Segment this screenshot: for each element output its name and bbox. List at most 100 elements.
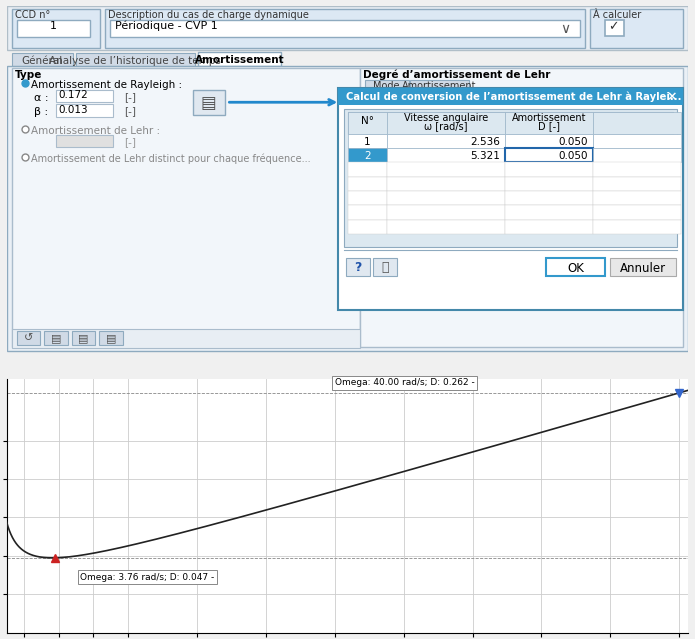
FancyBboxPatch shape bbox=[505, 177, 593, 191]
Text: Amortissement: Amortissement bbox=[512, 113, 586, 123]
FancyBboxPatch shape bbox=[17, 331, 40, 346]
FancyBboxPatch shape bbox=[387, 112, 505, 134]
FancyBboxPatch shape bbox=[360, 68, 683, 347]
FancyBboxPatch shape bbox=[387, 134, 505, 148]
Text: Vitesse angulaire: Vitesse angulaire bbox=[404, 113, 488, 123]
FancyBboxPatch shape bbox=[387, 205, 505, 220]
Text: ω [rad/s]: ω [rad/s] bbox=[424, 121, 468, 131]
Text: ?: ? bbox=[354, 261, 361, 273]
Text: 0.013: 0.013 bbox=[58, 105, 88, 114]
FancyBboxPatch shape bbox=[344, 109, 677, 247]
FancyBboxPatch shape bbox=[605, 20, 624, 36]
Text: ∨: ∨ bbox=[560, 22, 571, 36]
FancyBboxPatch shape bbox=[610, 258, 676, 276]
Text: Amortissement: Amortissement bbox=[402, 81, 476, 91]
FancyBboxPatch shape bbox=[12, 9, 100, 49]
Text: CCD n°: CCD n° bbox=[15, 10, 50, 20]
Text: 0.050: 0.050 bbox=[559, 137, 588, 147]
FancyBboxPatch shape bbox=[593, 148, 681, 162]
FancyBboxPatch shape bbox=[348, 177, 387, 191]
FancyBboxPatch shape bbox=[338, 88, 683, 310]
FancyBboxPatch shape bbox=[348, 112, 673, 134]
FancyBboxPatch shape bbox=[348, 191, 387, 205]
FancyBboxPatch shape bbox=[593, 191, 681, 205]
Text: Omega: 40.00 rad/s; D: 0.262 -: Omega: 40.00 rad/s; D: 0.262 - bbox=[334, 378, 474, 387]
FancyBboxPatch shape bbox=[410, 80, 468, 91]
FancyBboxPatch shape bbox=[387, 148, 505, 162]
Text: À calculer: À calculer bbox=[593, 10, 641, 20]
Text: OK: OK bbox=[567, 261, 584, 275]
Text: [-]: [-] bbox=[124, 137, 136, 147]
Text: 2: 2 bbox=[364, 151, 371, 162]
FancyBboxPatch shape bbox=[193, 89, 224, 115]
FancyBboxPatch shape bbox=[17, 20, 90, 37]
FancyBboxPatch shape bbox=[593, 177, 681, 191]
FancyBboxPatch shape bbox=[99, 331, 122, 346]
Text: 2.536: 2.536 bbox=[470, 137, 500, 147]
FancyBboxPatch shape bbox=[7, 6, 688, 50]
Text: 1: 1 bbox=[49, 20, 56, 31]
FancyBboxPatch shape bbox=[365, 80, 409, 91]
FancyBboxPatch shape bbox=[593, 205, 681, 220]
Text: β :: β : bbox=[34, 107, 49, 117]
Text: [-]: [-] bbox=[124, 92, 136, 102]
Text: Type: Type bbox=[15, 70, 42, 80]
Text: Annuler: Annuler bbox=[620, 261, 666, 275]
Text: Analyse de l’historique de temps: Analyse de l’historique de temps bbox=[49, 56, 221, 66]
FancyBboxPatch shape bbox=[12, 329, 360, 348]
FancyBboxPatch shape bbox=[12, 68, 360, 347]
Text: Omega: 3.76 rad/s; D: 0.047 -: Omega: 3.76 rad/s; D: 0.047 - bbox=[81, 573, 215, 581]
FancyBboxPatch shape bbox=[348, 134, 387, 148]
Text: ▤: ▤ bbox=[51, 333, 61, 343]
Text: Amortissement de Rayleigh :: Amortissement de Rayleigh : bbox=[31, 80, 183, 90]
Text: N°: N° bbox=[361, 116, 374, 126]
FancyBboxPatch shape bbox=[348, 148, 387, 162]
FancyBboxPatch shape bbox=[348, 112, 387, 134]
Text: Calcul de conversion de l’amortissement de Lehr à Raylei...: Calcul de conversion de l’amortissement … bbox=[346, 91, 682, 102]
FancyBboxPatch shape bbox=[348, 220, 387, 234]
FancyBboxPatch shape bbox=[346, 258, 370, 276]
Text: ✓: ✓ bbox=[607, 20, 618, 34]
Text: 0.050: 0.050 bbox=[559, 151, 588, 162]
FancyBboxPatch shape bbox=[72, 331, 95, 346]
FancyBboxPatch shape bbox=[505, 191, 593, 205]
FancyBboxPatch shape bbox=[387, 162, 505, 177]
Text: Général: Général bbox=[22, 56, 63, 66]
Text: Mode: Mode bbox=[373, 81, 400, 91]
FancyBboxPatch shape bbox=[505, 220, 593, 234]
Text: Degré d’amortissement de Lehr: Degré d’amortissement de Lehr bbox=[363, 70, 550, 81]
Text: ↺: ↺ bbox=[24, 333, 33, 343]
FancyBboxPatch shape bbox=[44, 331, 67, 346]
Text: 1: 1 bbox=[364, 137, 371, 147]
FancyBboxPatch shape bbox=[348, 205, 387, 220]
Text: Amortissement de Lehr distinct pour chaque fréquence...: Amortissement de Lehr distinct pour chaq… bbox=[31, 154, 311, 164]
Text: Amortissement de Lehr :: Amortissement de Lehr : bbox=[31, 126, 161, 136]
FancyBboxPatch shape bbox=[590, 9, 683, 49]
FancyBboxPatch shape bbox=[505, 112, 593, 134]
FancyBboxPatch shape bbox=[373, 258, 397, 276]
FancyBboxPatch shape bbox=[593, 162, 681, 177]
FancyBboxPatch shape bbox=[505, 134, 593, 148]
FancyBboxPatch shape bbox=[198, 52, 281, 66]
Text: Amortissement: Amortissement bbox=[195, 55, 284, 65]
Text: ⧉: ⧉ bbox=[382, 261, 389, 273]
Text: ▤: ▤ bbox=[201, 95, 217, 112]
FancyBboxPatch shape bbox=[505, 162, 593, 177]
Text: ▤: ▤ bbox=[78, 333, 89, 343]
FancyBboxPatch shape bbox=[105, 9, 585, 49]
FancyBboxPatch shape bbox=[387, 177, 505, 191]
FancyBboxPatch shape bbox=[56, 104, 113, 116]
Text: D [-]: D [-] bbox=[538, 121, 560, 131]
FancyBboxPatch shape bbox=[387, 220, 505, 234]
Text: Description du cas de charge dynamique: Description du cas de charge dynamique bbox=[108, 10, 309, 20]
Text: 5.321: 5.321 bbox=[470, 151, 500, 162]
Text: α :: α : bbox=[34, 93, 49, 103]
Text: Périodique - CVP 1: Périodique - CVP 1 bbox=[115, 20, 218, 31]
FancyBboxPatch shape bbox=[12, 53, 72, 66]
FancyBboxPatch shape bbox=[593, 134, 681, 148]
FancyBboxPatch shape bbox=[7, 66, 688, 351]
FancyBboxPatch shape bbox=[56, 135, 113, 148]
FancyBboxPatch shape bbox=[593, 112, 681, 134]
FancyBboxPatch shape bbox=[76, 53, 195, 66]
FancyBboxPatch shape bbox=[338, 88, 683, 105]
